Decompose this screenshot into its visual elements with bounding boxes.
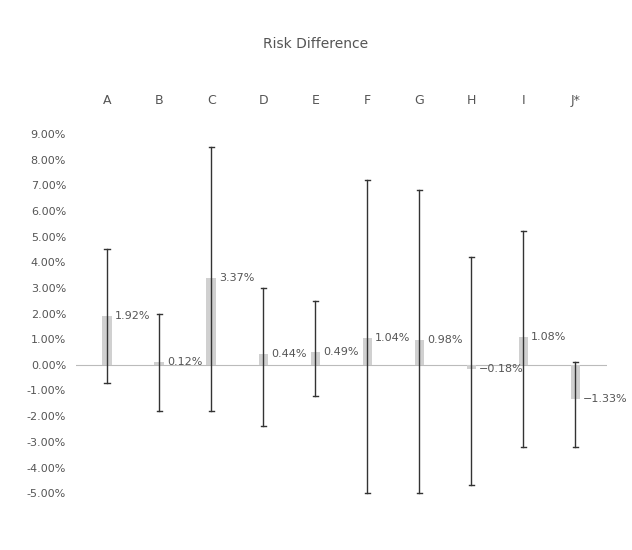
Text: B: B [155, 94, 164, 107]
Bar [519, 337, 528, 365]
Text: 1.08%: 1.08% [532, 332, 567, 342]
Text: 0.98%: 0.98% [427, 335, 463, 345]
Bar [258, 354, 268, 365]
Text: E: E [312, 94, 319, 107]
Text: D: D [258, 94, 268, 107]
Bar [310, 352, 320, 365]
Text: 1.92%: 1.92% [115, 311, 150, 321]
Text: −0.18%: −0.18% [479, 365, 524, 375]
Bar [154, 362, 164, 365]
Text: 0.44%: 0.44% [271, 349, 307, 359]
Bar [415, 340, 424, 365]
Text: −1.33%: −1.33% [583, 394, 628, 404]
Text: A: A [103, 94, 111, 107]
Bar [207, 278, 216, 365]
Bar [571, 365, 580, 399]
Bar [102, 316, 112, 365]
Text: C: C [207, 94, 216, 107]
Text: 0.12%: 0.12% [167, 357, 202, 367]
Text: G: G [415, 94, 424, 107]
Text: 1.04%: 1.04% [375, 333, 411, 343]
Text: 3.37%: 3.37% [219, 273, 254, 283]
Text: Risk Difference: Risk Difference [264, 37, 368, 51]
Text: 0.49%: 0.49% [323, 347, 358, 358]
Text: I: I [521, 94, 525, 107]
Text: F: F [364, 94, 371, 107]
Text: H: H [466, 94, 476, 107]
Bar [466, 365, 476, 370]
Bar [363, 338, 372, 365]
Text: J*: J* [571, 94, 580, 107]
